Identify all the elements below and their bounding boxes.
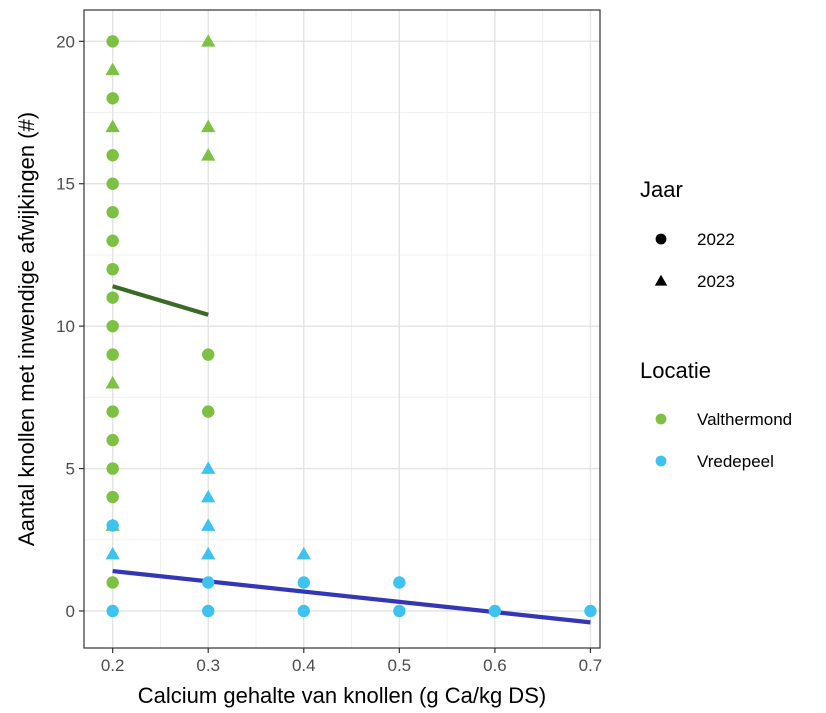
x-tick-label: 0.5: [388, 656, 412, 675]
data-point: [297, 604, 310, 618]
data-point: [105, 375, 120, 389]
x-tick-label: 0.3: [196, 656, 220, 675]
data-point: [202, 348, 215, 361]
data-point: [201, 461, 216, 474]
data-point: [584, 604, 597, 618]
data-point: [106, 149, 119, 162]
data-point: [106, 291, 119, 304]
data-point: [106, 177, 119, 190]
data-point: [106, 519, 119, 532]
data-point: [106, 433, 119, 447]
data-point: [201, 34, 216, 47]
y-axis-title: Aantal knollen met inwendige afwijkingen…: [14, 112, 39, 546]
data-point: [106, 319, 119, 333]
legend-key-triangle: [654, 274, 668, 286]
data-point: [201, 518, 216, 531]
data-point: [202, 405, 215, 418]
data-point: [106, 462, 119, 475]
data-points: [105, 34, 597, 618]
trend-line: [112, 569, 591, 625]
x-tick-label: 0.2: [101, 656, 125, 675]
y-tick-label: 20: [56, 32, 75, 51]
data-point: [106, 234, 119, 247]
trend-lines: [112, 284, 591, 625]
panel-border: [83, 9, 601, 649]
grid-minor: [84, 10, 600, 648]
trend-line: [112, 284, 209, 317]
data-point: [105, 62, 120, 76]
legend-label-locatie: Valthermond: [697, 410, 792, 429]
data-point: [106, 348, 119, 361]
legend-key-color: [655, 413, 667, 425]
data-point: [488, 604, 502, 618]
data-point: [106, 206, 119, 219]
data-point: [297, 576, 310, 589]
x-axis: 0.2 0.3 0.4 0.5 0.6 0.7: [101, 648, 602, 675]
data-point: [105, 546, 120, 560]
legend-title-jaar: Jaar: [640, 177, 683, 202]
plot-panel: [83, 9, 601, 649]
data-point: [201, 546, 216, 560]
data-point: [106, 262, 119, 276]
data-point: [106, 35, 119, 48]
legend-label-locatie: Vredepeel: [697, 452, 774, 471]
legend-key-color: [655, 455, 667, 467]
data-point: [393, 604, 406, 618]
data-point: [106, 604, 119, 618]
data-point: [106, 92, 119, 105]
legend-label-jaar: 2022: [697, 230, 735, 249]
x-tick-label: 0.4: [292, 656, 316, 675]
panel-background: [84, 10, 600, 648]
data-point: [201, 148, 216, 161]
data-point: [106, 490, 119, 504]
legend: Jaar 2022 2023 Locatie Valthermond Vredepeel: [640, 177, 792, 471]
data-point: [202, 604, 215, 618]
y-tick-label: 15: [56, 175, 75, 194]
data-point: [296, 546, 311, 560]
y-tick-label: 0: [66, 602, 75, 621]
data-point: [106, 405, 119, 418]
data-point: [201, 489, 216, 503]
legend-label-jaar: 2023: [697, 272, 735, 291]
x-axis-title: Calcium gehalte van knollen (g Ca/kg DS): [138, 683, 546, 708]
x-tick-label: 0.6: [483, 656, 507, 675]
legend-title-locatie: Locatie: [640, 358, 711, 383]
data-point: [202, 576, 215, 589]
data-point: [106, 576, 119, 589]
data-point: [393, 576, 406, 589]
data-point: [201, 119, 216, 133]
legend-key-circle: [655, 233, 667, 245]
y-tick-label: 5: [66, 460, 75, 479]
y-axis: 0 5 10 15 20: [56, 32, 84, 621]
data-point: [105, 119, 120, 133]
y-tick-label: 10: [56, 317, 75, 336]
x-tick-label: 0.7: [579, 656, 603, 675]
